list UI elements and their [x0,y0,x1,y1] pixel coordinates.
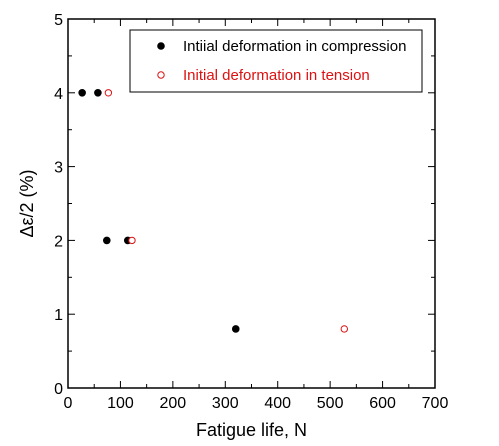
point-compression [102,236,111,245]
y-tick-label: 3 [54,160,63,177]
x-tick-label: 0 [64,395,73,412]
y-axis-label: Δε/2 (%) [17,169,37,237]
point-compression [94,89,102,97]
x-axis-label: Fatigue life, N [196,420,307,440]
tick-labels: 0 100 200 300 400 500 600 700 0 1 2 3 4 5 [54,12,448,412]
point-tension [128,236,136,245]
point-compression [231,325,240,333]
legend-marker-compression [157,42,165,50]
x-tick-label: 700 [422,395,449,412]
legend-box [129,29,423,93]
x-tick-label: 300 [212,395,239,412]
plot-frame [67,18,436,389]
y-tick-label: 2 [54,233,63,250]
point-tension [340,325,348,333]
y-tick-label: 5 [54,12,63,29]
y-tick-label: 4 [54,86,63,103]
x-tick-label: 400 [264,395,291,412]
legend-marker-tension [157,71,165,79]
legend-label-tension: Initial deformation in tension [183,67,370,84]
data-points [78,89,348,333]
x-tick-label: 100 [107,395,134,412]
point-tension [104,89,113,97]
y-tick-label: 1 [54,307,63,324]
x-tick-label: 600 [369,395,396,412]
x-tick-label: 200 [160,395,187,412]
legend-label-compression: Intiial deformation in compression [183,38,406,55]
y-tick-label: 0 [54,381,63,398]
point-compression [78,89,86,97]
x-tick-label: 500 [317,395,344,412]
legend: Intiial deformation in compression Initi… [129,29,423,93]
